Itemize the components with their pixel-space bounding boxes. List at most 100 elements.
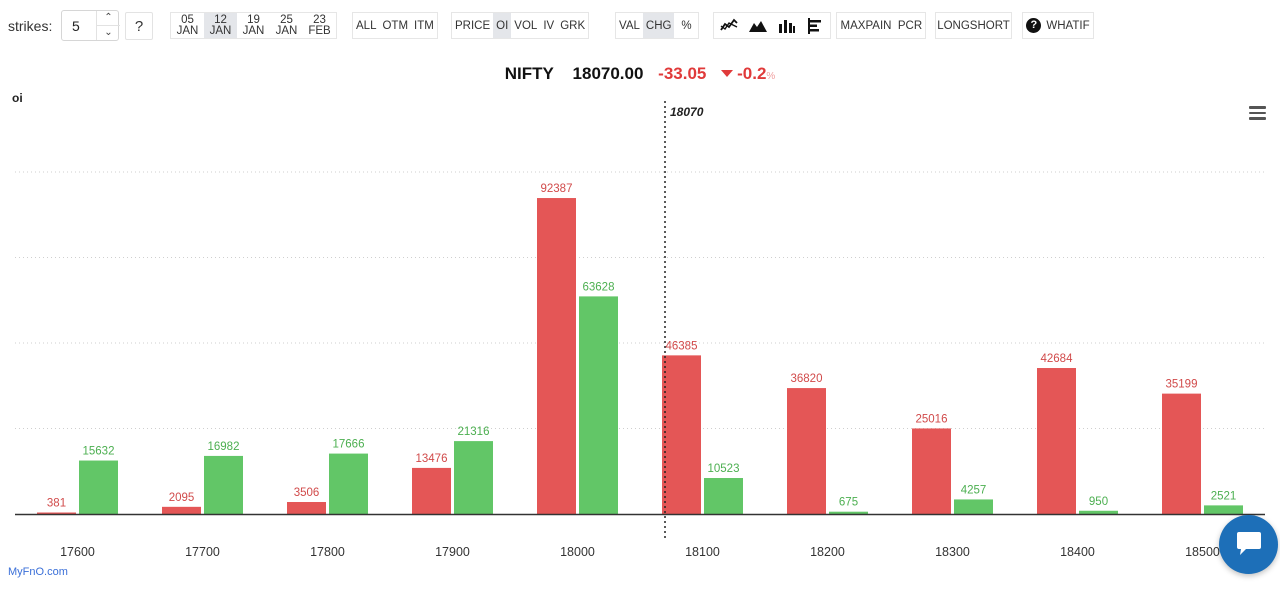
bar (954, 499, 993, 514)
strikes-stepper[interactable]: 5 ⌃ ⌄ (61, 10, 120, 41)
bar (1037, 368, 1076, 514)
pcr-button[interactable]: PCR (897, 19, 923, 32)
expiry-day: 23 (313, 13, 326, 26)
expiry-month: JAN (242, 24, 265, 37)
hamburger-menu-icon[interactable] (1249, 106, 1266, 120)
longshort-group: LONGSHORT (935, 12, 1012, 39)
toolbar: strikes: 5 ⌃ ⌄ ? 05 JAN 12 JAN 19 JAN 25 JAN 23 F… (0, 0, 1280, 50)
metric-option[interactable]: OI (493, 13, 512, 38)
metric-option[interactable]: IV (543, 19, 555, 32)
x-tick-label: 18400 (1060, 545, 1095, 559)
data-label: 950 (1089, 496, 1108, 508)
analysis-selector: MAXPAIN PCR (836, 12, 926, 39)
percent-change-value: -0.2 (737, 64, 767, 83)
chat-bubble-icon (1237, 532, 1261, 555)
x-tick-label: 18100 (685, 545, 720, 559)
x-tick-label: 18000 (560, 545, 595, 559)
expiry-month: JAN (209, 24, 232, 37)
bar (662, 355, 701, 514)
chevron-up-icon[interactable]: ⌃ (97, 11, 120, 26)
area-chart-icon (748, 20, 767, 32)
whatif-button[interactable]: ? WHATIF (1023, 13, 1093, 38)
expiry-month: FEB (308, 24, 331, 37)
bar (454, 441, 493, 514)
spot-marker-label: 18070 (670, 105, 704, 119)
bar (329, 453, 368, 514)
x-tick-label: 18500 (1185, 545, 1220, 559)
moneyness-option[interactable]: ALL (356, 19, 377, 32)
expiry-option[interactable]: 23 FEB (303, 13, 336, 38)
moneyness-option[interactable]: ITM (414, 19, 434, 32)
expiry-option[interactable]: 05 JAN (171, 13, 204, 38)
whatif-label: WHATIF (1046, 19, 1090, 32)
bar (912, 428, 951, 514)
expiry-option[interactable]: 19 JAN (237, 13, 270, 38)
oi-chart: 381 15632 17600 2095 16982 17700 3506 17666 1780… (15, 101, 1265, 559)
mode-option[interactable]: CHG (642, 13, 675, 38)
data-label: 10523 (708, 463, 740, 475)
chart-type-button[interactable] (714, 13, 743, 38)
x-tick-label: 18300 (935, 545, 970, 559)
data-label: 21316 (458, 426, 490, 438)
moneyness-option[interactable]: OTM (382, 19, 409, 32)
bar (1079, 510, 1118, 514)
data-label: 17666 (333, 439, 365, 451)
percent-sign: % (766, 71, 776, 82)
metric-option[interactable]: PRICE (455, 19, 491, 32)
expiry-selector: 05 JAN 12 JAN 19 JAN 25 JAN 23 FEB (170, 12, 337, 39)
expiry-month: JAN (275, 24, 298, 37)
data-label: 42684 (1041, 353, 1074, 365)
data-label: 25016 (916, 413, 948, 425)
price-change: -33.05 (658, 64, 707, 83)
data-label: 13476 (416, 453, 448, 465)
y-axis-title: oi (12, 91, 23, 105)
x-tick-label: 17800 (310, 545, 345, 559)
data-label: 3506 (294, 487, 320, 499)
percent-change: -0.2% (721, 64, 775, 83)
mode-option[interactable]: % (681, 19, 692, 32)
mode-option[interactable]: VAL (619, 19, 640, 32)
bar (787, 388, 826, 514)
data-label: 46385 (666, 340, 698, 352)
expiry-day: 05 (181, 13, 194, 26)
metric-option[interactable]: VOL (514, 19, 538, 32)
data-label: 35199 (1166, 379, 1198, 391)
quote-headline: NIFTY 18070.00 -33.05 -0.2% (0, 64, 1280, 84)
chart-type-button[interactable] (801, 13, 830, 38)
expiry-option[interactable]: 25 JAN (270, 13, 303, 38)
data-label: 2095 (169, 492, 195, 504)
last-price: 18070.00 (572, 64, 644, 83)
moneyness-selector: ALL OTM ITM (352, 12, 438, 39)
metric-option[interactable]: GRK (560, 19, 586, 32)
longshort-button[interactable]: LONGSHORT (937, 19, 1010, 32)
data-label: 92387 (541, 183, 573, 195)
data-label: 2521 (1211, 490, 1237, 502)
expiry-option[interactable]: 12 JAN (204, 13, 237, 38)
whatif-group: ? WHATIF (1022, 12, 1094, 39)
expiry-day: 19 (247, 13, 260, 26)
maxpain-button[interactable]: MAXPAIN (840, 19, 892, 32)
x-tick-label: 17600 (60, 545, 95, 559)
bar (287, 502, 326, 514)
x-tick-label: 17900 (435, 545, 470, 559)
expiry-month: JAN (176, 24, 199, 37)
expiry-day: 25 (280, 13, 293, 26)
data-label: 36820 (791, 373, 823, 385)
bar (537, 198, 576, 514)
bar (1204, 505, 1243, 514)
chat-button[interactable] (1219, 515, 1278, 574)
strikes-value[interactable]: 5 (72, 18, 80, 34)
chart-type-button[interactable] (743, 13, 772, 38)
data-label: 4257 (961, 484, 987, 496)
help-button[interactable]: ? (125, 12, 153, 40)
bar (37, 512, 76, 514)
data-label: 63628 (583, 281, 615, 293)
horizontal-bar-icon (807, 17, 821, 34)
chart-type-button[interactable] (772, 13, 801, 38)
chevron-down-icon[interactable]: ⌄ (104, 27, 113, 38)
bar (412, 467, 451, 514)
mode-selector: VAL CHG% (615, 12, 700, 39)
bar (704, 478, 743, 514)
down-arrow-icon (721, 70, 734, 77)
question-icon: ? (1026, 18, 1042, 33)
